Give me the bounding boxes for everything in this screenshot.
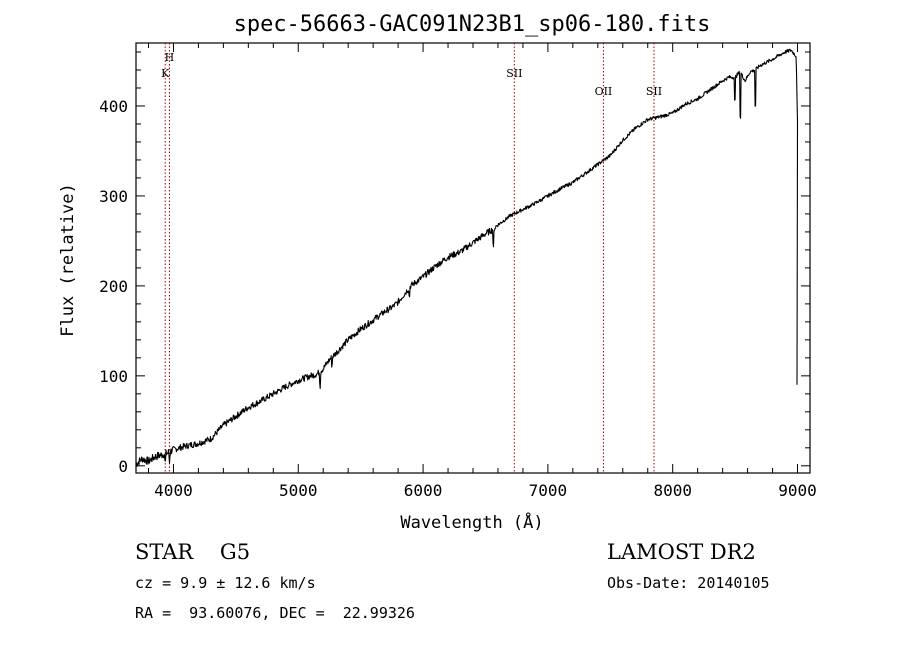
survey-name: LAMOST DR2 bbox=[607, 540, 756, 564]
x-tick-label: 7000 bbox=[529, 481, 568, 500]
line-marker-label: OII bbox=[595, 85, 613, 98]
y-tick-label: 400 bbox=[99, 97, 128, 116]
redshift-value: cz = 9.9 ± 12.6 km/s bbox=[135, 574, 316, 592]
object-class: STAR G5 bbox=[135, 540, 251, 564]
y-axis-label: Flux (relative) bbox=[58, 183, 78, 337]
x-tick-label: 8000 bbox=[653, 481, 692, 500]
x-tick-label: 6000 bbox=[404, 481, 443, 500]
y-tick-label: 200 bbox=[99, 277, 128, 296]
x-tick-label: 4000 bbox=[154, 481, 193, 500]
plot-frame bbox=[135, 42, 811, 474]
y-tick-label: 100 bbox=[99, 367, 128, 386]
y-tick-label: 0 bbox=[118, 457, 128, 476]
line-marker-label: SII bbox=[646, 85, 662, 98]
line-marker-label: K bbox=[161, 67, 170, 80]
x-tick-label: 9000 bbox=[778, 481, 817, 500]
y-tick-label: 300 bbox=[99, 187, 128, 206]
chart-title: spec-56663-GAC091N23B1_sp06-180.fits bbox=[234, 12, 711, 37]
spectrum-line bbox=[135, 48, 799, 467]
observation-date: Obs-Date: 20140105 bbox=[607, 574, 770, 592]
x-axis-label: Wavelength (Å) bbox=[400, 511, 543, 533]
x-tick-label: 5000 bbox=[279, 481, 318, 500]
line-marker-label: SII bbox=[506, 67, 522, 80]
coordinates: RA = 93.60076, DEC = 22.99326 bbox=[135, 604, 415, 622]
line-marker-label: H bbox=[165, 51, 175, 64]
